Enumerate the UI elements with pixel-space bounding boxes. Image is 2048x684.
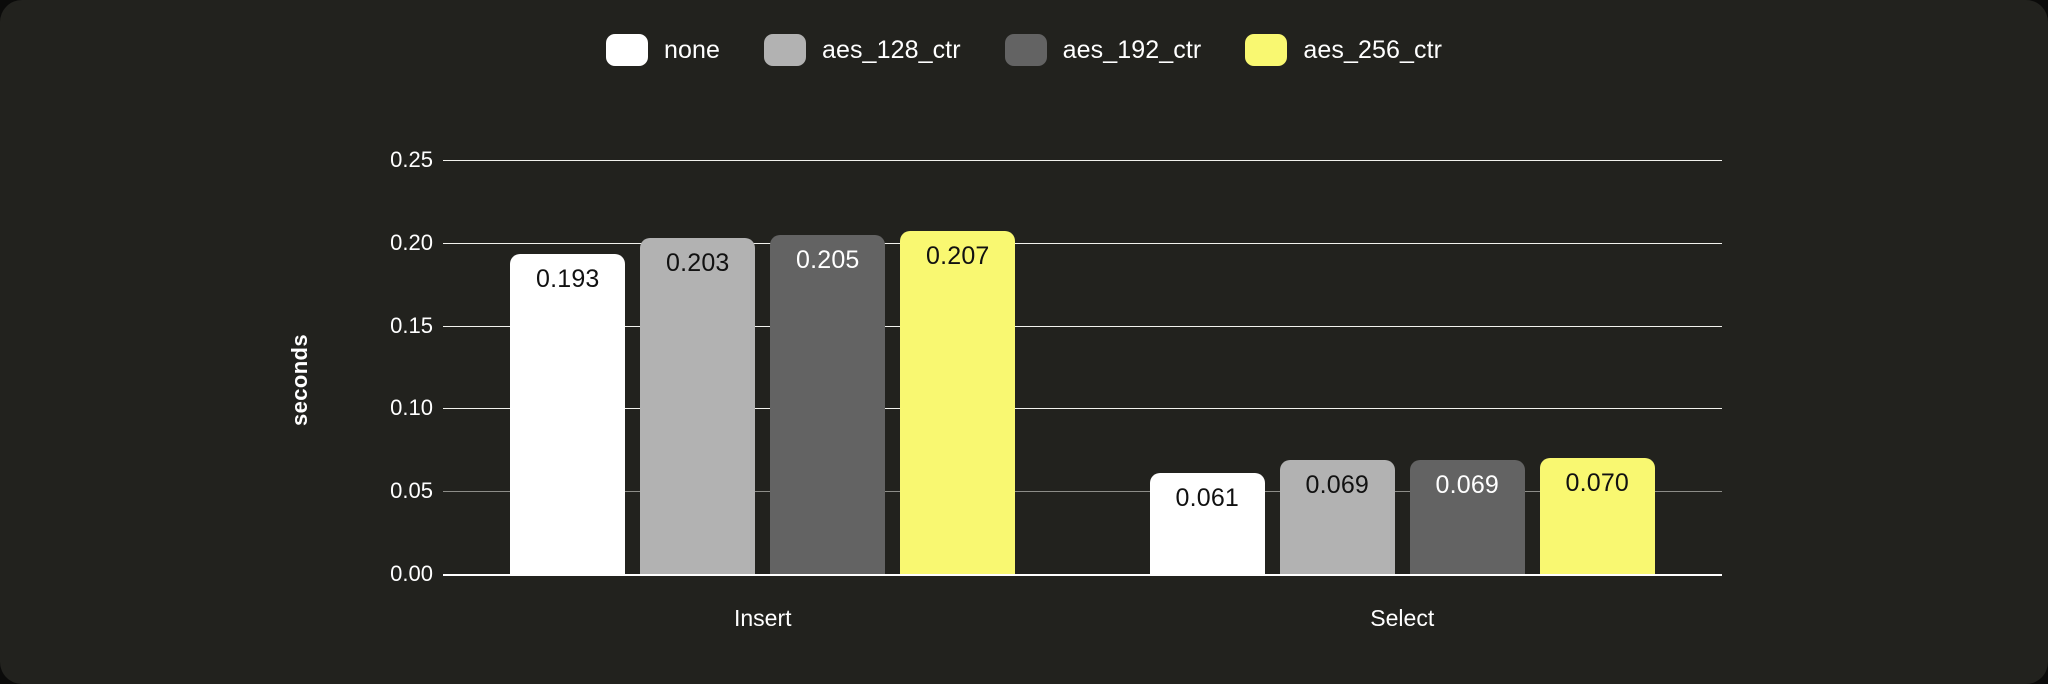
bar-insert-aes-192-ctr[interactable]: 0.205 xyxy=(770,234,886,574)
gridline xyxy=(443,325,1722,327)
legend-item-aes-256-ctr[interactable]: aes_256_ctr xyxy=(1245,34,1442,66)
gridline xyxy=(443,408,1722,410)
x-axis-category-insert: Insert xyxy=(733,605,792,631)
y-axis-tick-label: 0.20 xyxy=(390,229,433,255)
bar-value-label: 0.205 xyxy=(795,245,860,274)
chart-legend: none aes_128_ctr aes_192_ctr aes_256_ctr xyxy=(0,34,2048,66)
bar-select-aes-128-ctr[interactable]: 0.069 xyxy=(1279,459,1395,574)
bar-select-aes-192-ctr[interactable]: 0.069 xyxy=(1409,459,1525,574)
gridline xyxy=(443,242,1722,244)
legend-item-label: none xyxy=(663,35,720,64)
bar-insert-aes-256-ctr[interactable]: 0.207 xyxy=(900,231,1016,574)
x-axis-category-select: Select xyxy=(1370,605,1435,631)
bar-value-label: 0.203 xyxy=(665,248,730,277)
y-axis-tick-label: 0.10 xyxy=(390,395,433,421)
legend-swatch-icon xyxy=(605,34,648,66)
bar-select-aes-256-ctr[interactable]: 0.070 xyxy=(1539,458,1655,574)
bar-value-label: 0.061 xyxy=(1175,483,1240,512)
bar-insert-none[interactable]: 0.193 xyxy=(510,254,626,574)
legend-swatch-icon xyxy=(1245,34,1288,66)
bar-value-label: 0.207 xyxy=(925,242,990,271)
legend-swatch-icon xyxy=(1004,34,1047,66)
y-axis-tick-label: 0.05 xyxy=(390,478,433,504)
bar-value-label: 0.070 xyxy=(1565,469,1630,498)
gridline xyxy=(443,160,1722,161)
bar-value-label: 0.069 xyxy=(1435,470,1500,499)
bar-select-none[interactable]: 0.061 xyxy=(1149,472,1265,574)
axis-baseline xyxy=(443,574,1722,576)
legend-item-aes-192-ctr[interactable]: aes_192_ctr xyxy=(1004,34,1202,66)
legend-item-label: aes_192_ctr xyxy=(1062,35,1202,64)
gridline xyxy=(443,491,1722,493)
y-axis-tick-label: 0.15 xyxy=(390,312,433,338)
legend-item-aes-128-ctr[interactable]: aes_128_ctr xyxy=(763,34,961,66)
y-axis-tick-label: 0.25 xyxy=(390,147,433,172)
legend-swatch-icon xyxy=(763,34,806,66)
y-axis-tick-label: 0.00 xyxy=(390,561,433,586)
y-axis-title: seconds xyxy=(287,333,312,427)
bar-value-label: 0.069 xyxy=(1305,470,1370,499)
plot-area: 0.193 0.203 0.205 0.207 0.061 0.069 0.069 0.070 xyxy=(443,160,1722,576)
legend-item-label: aes_256_ctr xyxy=(1303,35,1443,64)
legend-item-label: aes_128_ctr xyxy=(821,35,961,64)
bar-value-label: 0.193 xyxy=(535,265,600,294)
legend-item-none[interactable]: none xyxy=(605,34,720,66)
bar-insert-aes-128-ctr[interactable]: 0.203 xyxy=(640,237,756,574)
